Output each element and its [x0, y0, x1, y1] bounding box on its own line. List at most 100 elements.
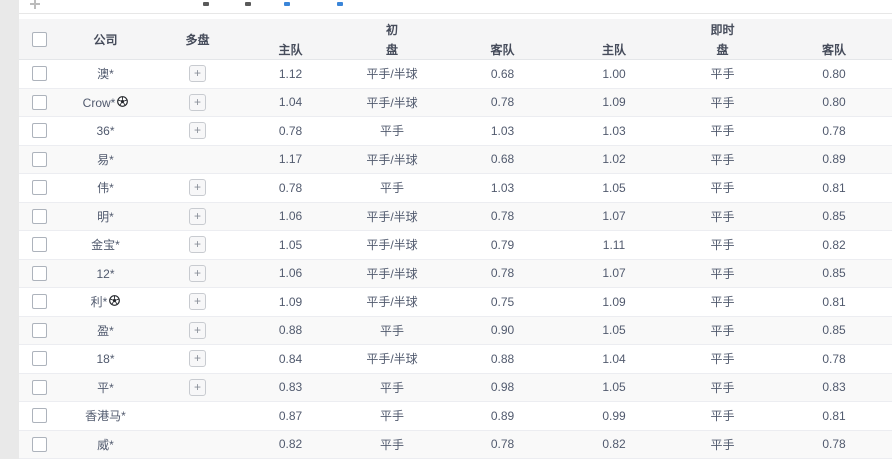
- live-away-odds: 0.85: [776, 316, 892, 345]
- column-header-multi: 多盘: [152, 19, 243, 60]
- expand-multi-button[interactable]: +: [189, 207, 206, 225]
- expand-multi-button[interactable]: +: [189, 93, 206, 111]
- company-cell: 36*: [59, 117, 152, 146]
- row-checkbox[interactable]: [31, 151, 47, 167]
- table-row: 香港马* 0.87 平手 0.89 0.99 平手 0.81: [19, 402, 892, 431]
- row-checkbox-cell: [19, 288, 59, 317]
- company-cell: 易*: [59, 145, 152, 174]
- row-checkbox[interactable]: [31, 123, 47, 139]
- company-name: Crow*: [82, 95, 116, 110]
- live-home-odds: 1.03: [559, 117, 669, 146]
- company-cell: 金宝*: [59, 231, 152, 260]
- company-cell: 12*: [59, 259, 152, 288]
- column-header-company: 公司: [59, 19, 152, 60]
- company-cell: 利*: [59, 288, 152, 317]
- company-name: 金宝*: [91, 238, 120, 253]
- expand-multi-button[interactable]: +: [189, 122, 206, 140]
- expand-multi-button[interactable]: +: [189, 293, 206, 311]
- row-checkbox-cell: [19, 60, 59, 89]
- initial-handicap: 平手/半球: [338, 60, 446, 89]
- initial-away-odds: 1.03: [446, 117, 559, 146]
- expand-multi-button[interactable]: +: [189, 65, 206, 83]
- expand-multi-button[interactable]: +: [189, 179, 206, 197]
- row-checkbox[interactable]: [31, 180, 47, 196]
- company-name: 伟*: [97, 181, 114, 196]
- table-row: 易* 1.17 平手/半球 0.68 1.02 平手 0.89: [19, 145, 892, 174]
- select-all-checkbox[interactable]: [31, 31, 47, 47]
- header-spacer: [243, 19, 338, 39]
- row-checkbox[interactable]: [31, 351, 47, 367]
- expand-multi-button[interactable]: +: [189, 321, 206, 339]
- row-checkbox-cell: [19, 88, 59, 117]
- initial-handicap: 平手: [338, 373, 446, 402]
- company-name: 利*: [90, 295, 108, 310]
- live-away-odds: 0.81: [776, 174, 892, 203]
- select-all-header-cell: [19, 19, 59, 60]
- row-checkbox[interactable]: [31, 436, 47, 452]
- row-checkbox[interactable]: [31, 66, 47, 82]
- live-home-odds: 1.04: [559, 345, 669, 374]
- company-cell: 伟*: [59, 174, 152, 203]
- column-header-live-line: 盘: [669, 39, 776, 60]
- company-cell: 香港马*: [59, 402, 152, 431]
- initial-home-odds: 0.83: [243, 373, 338, 402]
- row-checkbox[interactable]: [31, 94, 47, 110]
- initial-away-odds: 0.68: [446, 60, 559, 89]
- initial-away-odds: 1.03: [446, 174, 559, 203]
- expand-multi-button[interactable]: +: [189, 236, 206, 254]
- row-checkbox[interactable]: [31, 294, 47, 310]
- company-name: 香港马*: [85, 409, 126, 424]
- table-row: 明* + 1.06 平手/半球 0.78 1.07 平手 0.85: [19, 202, 892, 231]
- row-checkbox[interactable]: [31, 408, 47, 424]
- live-handicap: 平手: [669, 288, 776, 317]
- soccer-ball-icon: [109, 295, 121, 309]
- live-home-odds: 0.99: [559, 402, 669, 431]
- live-handicap: 平手: [669, 231, 776, 260]
- initial-handicap: 平手/半球: [338, 288, 446, 317]
- row-checkbox[interactable]: [31, 208, 47, 224]
- table-row: Crow* + 1.04 平手/半球 0.78 1.09 平手 0.80: [19, 88, 892, 117]
- table-row: 金宝* + 1.05 平手/半球 0.79 1.11 平手 0.82: [19, 231, 892, 260]
- multi-cell: [152, 145, 243, 174]
- page-left-gutter: [0, 0, 19, 459]
- initial-handicap: 平手: [338, 316, 446, 345]
- row-checkbox[interactable]: [31, 265, 47, 281]
- table-row: 澳* + 1.12 平手/半球 0.68 1.00 平手 0.80: [19, 60, 892, 89]
- live-away-odds: 0.78: [776, 117, 892, 146]
- table-row: 威* 0.82 平手 0.78 0.82 平手 0.78: [19, 430, 892, 459]
- plus-icon: [30, 0, 40, 9]
- expand-multi-button[interactable]: +: [189, 350, 206, 368]
- live-handicap: 平手: [669, 259, 776, 288]
- toolbar-link-fragment: [337, 2, 343, 6]
- row-checkbox[interactable]: [31, 322, 47, 338]
- column-header-live-away: 客队: [776, 39, 892, 60]
- expand-multi-button[interactable]: +: [189, 264, 206, 282]
- live-home-odds: 1.00: [559, 60, 669, 89]
- expand-multi-button[interactable]: +: [189, 378, 206, 396]
- live-home-odds: 1.07: [559, 259, 669, 288]
- toolbar-text-fragment: [245, 2, 251, 6]
- row-checkbox[interactable]: [31, 237, 47, 253]
- company-name: 盈*: [97, 323, 114, 338]
- live-away-odds: 0.80: [776, 60, 892, 89]
- company-cell: 威*: [59, 430, 152, 459]
- table-row: 18* + 0.84 平手/半球 0.88 1.04 平手 0.78: [19, 345, 892, 374]
- row-checkbox-cell: [19, 373, 59, 402]
- initial-handicap: 平手/半球: [338, 88, 446, 117]
- multi-cell: [152, 402, 243, 431]
- live-home-odds: 1.05: [559, 174, 669, 203]
- initial-home-odds: 0.88: [243, 316, 338, 345]
- initial-away-odds: 0.78: [446, 430, 559, 459]
- row-checkbox-cell: [19, 117, 59, 146]
- initial-home-odds: 0.84: [243, 345, 338, 374]
- initial-away-odds: 0.98: [446, 373, 559, 402]
- odds-panel: 公司 多盘 初 即时 主队 盘 客队 主队 盘 客队 澳*: [19, 0, 892, 459]
- company-name: 18*: [96, 352, 115, 367]
- initial-handicap: 平手: [338, 174, 446, 203]
- live-away-odds: 0.85: [776, 259, 892, 288]
- row-checkbox[interactable]: [31, 379, 47, 395]
- live-away-odds: 0.80: [776, 88, 892, 117]
- toolbar-link-fragment: [284, 2, 290, 6]
- live-handicap: 平手: [669, 88, 776, 117]
- live-home-odds: 1.07: [559, 202, 669, 231]
